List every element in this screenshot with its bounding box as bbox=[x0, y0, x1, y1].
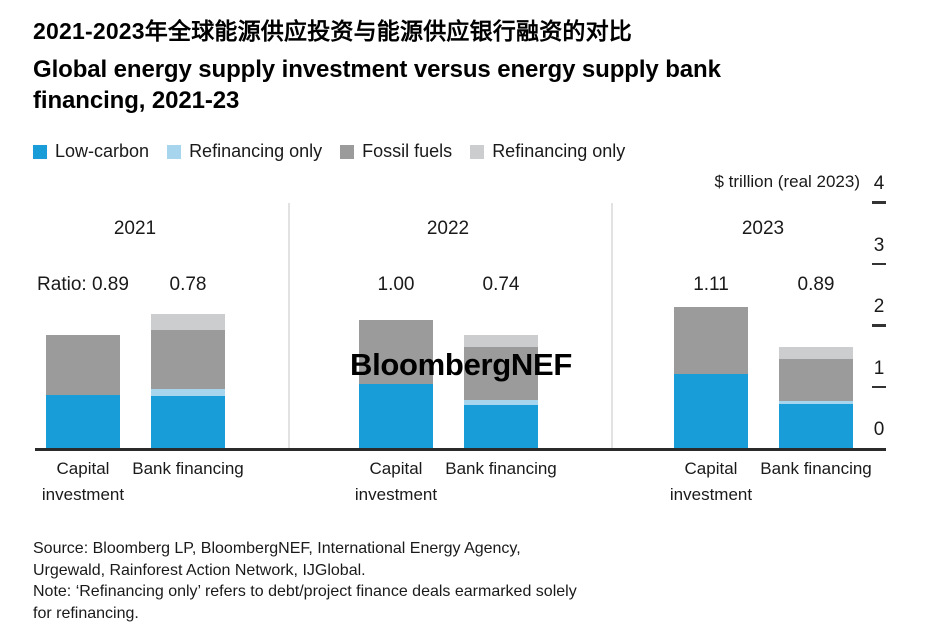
bar-segment-refinancing-only-low-carbon bbox=[151, 388, 225, 396]
y-axis-tick-label: 0 bbox=[873, 419, 885, 440]
note-line: Note: ‘Refinancing only’ refers to debt/… bbox=[33, 583, 577, 600]
legend-label: Refinancing only bbox=[492, 141, 626, 161]
y-axis-unit-label: $ trillion (real 2023) bbox=[714, 172, 860, 191]
bar-segment-fossil-fuels bbox=[359, 320, 433, 385]
y-axis-tick bbox=[872, 385, 886, 388]
year-label: 2022 bbox=[426, 218, 470, 239]
legend-swatch-refinancing-only-low-carbon bbox=[167, 144, 182, 159]
ratio-label: 0.89 bbox=[797, 274, 835, 295]
bar-segment-refinancing-only-fossil bbox=[464, 334, 538, 348]
bar-segment-fossil-fuels bbox=[46, 335, 120, 396]
category-label: Bank financing bbox=[132, 459, 244, 478]
legend-item: Fossil fuels bbox=[340, 141, 452, 162]
ratio-label: 0.74 bbox=[482, 274, 520, 295]
bar-segment-fossil-fuels bbox=[151, 329, 225, 389]
ratio-label: 0.78 bbox=[169, 274, 207, 295]
legend-item: Refinancing only bbox=[470, 141, 625, 162]
year-label: 2023 bbox=[741, 218, 785, 239]
category-label: Capital investment bbox=[669, 459, 753, 504]
bar-segment-low-carbon bbox=[464, 404, 538, 448]
y-axis-tick bbox=[872, 262, 886, 265]
chinese-title: 2021-2023年全球能源供应投资与能源供应银行融资的对比 bbox=[33, 18, 632, 44]
category-label: Bank financing bbox=[760, 459, 872, 478]
group-separator bbox=[611, 203, 613, 448]
bar-segment-refinancing-only-fossil bbox=[151, 313, 225, 330]
stacked-bar bbox=[464, 334, 538, 448]
legend: Low-carbon Refinancing only Fossil fuels Re… bbox=[33, 141, 625, 162]
stacked-bar bbox=[779, 347, 853, 448]
group-separator bbox=[288, 203, 290, 448]
y-axis-tick-label: 3 bbox=[873, 234, 885, 256]
bar-segment-low-carbon bbox=[151, 395, 225, 448]
bar-segment-refinancing-only-fossil bbox=[779, 347, 853, 360]
y-axis-tick bbox=[872, 201, 886, 204]
year-label: 2021 bbox=[113, 218, 157, 239]
legend-item: Refinancing only bbox=[167, 141, 322, 162]
note-line: for refinancing. bbox=[33, 604, 139, 622]
stacked-bar bbox=[674, 306, 748, 448]
stacked-bar bbox=[151, 313, 225, 448]
source-note: Source: Bloomberg LP, BloombergNEF, Inte… bbox=[33, 538, 577, 624]
stacked-bar bbox=[359, 320, 433, 448]
legend-swatch-fossil-fuels bbox=[340, 144, 355, 159]
bar-segment-refinancing-only-low-carbon bbox=[779, 400, 853, 404]
source-line: Urgewald, Rainforest Action Network, IJG… bbox=[33, 561, 366, 579]
bar-segment-low-carbon bbox=[46, 395, 120, 448]
legend-swatch-low-carbon bbox=[33, 144, 47, 159]
bar-segment-refinancing-only-low-carbon bbox=[464, 400, 538, 405]
ratio-label: Ratio: 0.89 bbox=[37, 274, 129, 295]
legend-swatch-refinancing-only-fossil bbox=[470, 144, 485, 159]
bar-segment-low-carbon bbox=[779, 403, 853, 448]
ratio-label: 1.00 bbox=[377, 274, 415, 295]
bar-segment-low-carbon bbox=[359, 384, 433, 448]
legend-label: Fossil fuels bbox=[362, 141, 453, 161]
y-axis-tick-label: 4 bbox=[873, 173, 885, 194]
bar-segment-fossil-fuels bbox=[674, 306, 748, 374]
x-axis-line bbox=[35, 448, 886, 451]
english-title: Global energy supply investment versus e… bbox=[33, 56, 721, 114]
bar-segment-fossil-fuels bbox=[464, 347, 538, 401]
y-axis-tick-label: 1 bbox=[873, 357, 885, 379]
stacked-bar bbox=[46, 335, 120, 448]
category-label: Capital investment bbox=[41, 459, 125, 504]
bloombergnef-watermark: BloombergNEF bbox=[349, 347, 573, 382]
bar-segment-fossil-fuels bbox=[779, 359, 853, 401]
y-axis-tick bbox=[872, 324, 886, 327]
legend-label: Low-carbon bbox=[55, 141, 150, 161]
legend-item: Low-carbon bbox=[33, 141, 149, 162]
ratio-label: 1.11 bbox=[693, 274, 729, 295]
y-axis-tick-label: 2 bbox=[873, 296, 885, 317]
legend-label: Refinancing only bbox=[189, 141, 323, 161]
category-label: Capital investment bbox=[354, 459, 438, 504]
category-label: Bank financing bbox=[445, 459, 557, 478]
source-line: Source: Bloomberg LP, BloombergNEF, Inte… bbox=[33, 540, 521, 557]
bar-segment-low-carbon bbox=[674, 373, 748, 448]
